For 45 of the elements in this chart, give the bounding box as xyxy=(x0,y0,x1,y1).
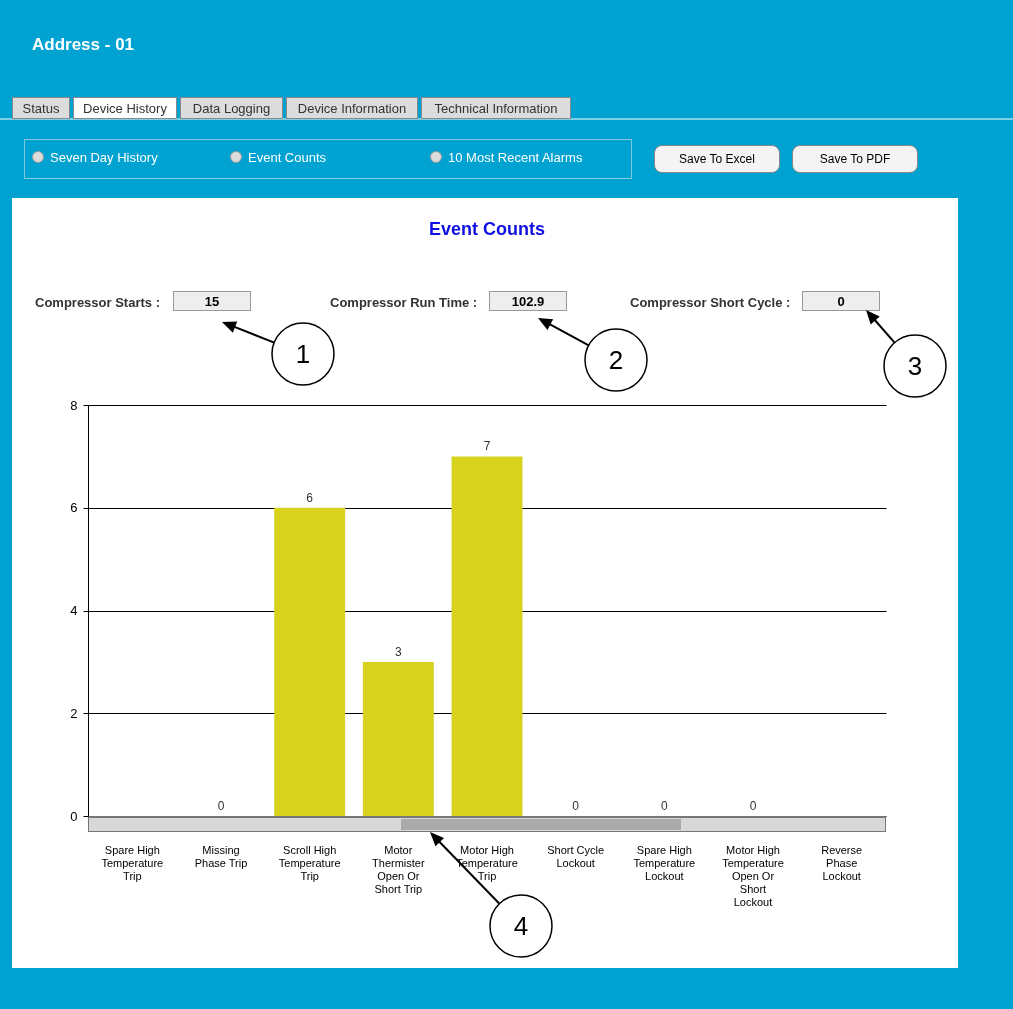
text: 3 xyxy=(907,351,923,381)
y-tick-label: 2 xyxy=(70,705,78,721)
text: 1 xyxy=(295,339,311,369)
text: Technical Information xyxy=(421,97,571,119)
text: Address - 01 xyxy=(32,35,135,55)
text: Data Logging xyxy=(180,97,283,119)
x-tick-label: Short Cycle Lockout xyxy=(547,843,605,869)
data-label: 6 xyxy=(306,490,314,505)
data-label: 0 xyxy=(217,799,225,813)
text: Compressor Run Time : xyxy=(330,295,478,310)
data-label: 0 xyxy=(749,799,757,813)
bar xyxy=(274,507,346,816)
data-label: 0 xyxy=(572,799,580,813)
x-tick-label: Scroll High Temperature Trip xyxy=(278,843,341,882)
text: 4 xyxy=(513,911,529,941)
y-tick-label: 6 xyxy=(70,500,78,516)
text: 15 xyxy=(173,291,251,311)
text: Device History xyxy=(73,97,177,119)
x-tick-label: Missing Phase Trip xyxy=(194,843,248,869)
text: Save To Excel xyxy=(654,145,780,173)
text: 0 xyxy=(802,291,880,311)
text: Compressor Starts : xyxy=(35,295,160,310)
text: Event Counts xyxy=(247,150,327,165)
text: 10 Most Recent Alarms xyxy=(447,150,583,165)
text: Status xyxy=(12,97,70,119)
data-label: 3 xyxy=(394,644,402,659)
x-tick-label: Spare High Temperature Lockout xyxy=(633,843,696,882)
text: Seven Day History xyxy=(49,150,158,165)
y-tick-label: 0 xyxy=(70,808,78,824)
x-tick-label: Reverse Phase Lockout xyxy=(821,843,863,882)
text: 2 xyxy=(608,345,624,375)
data-label: 0 xyxy=(660,799,668,813)
chart-title: Event Counts xyxy=(428,219,546,239)
bar xyxy=(362,661,434,816)
text: Device Information xyxy=(286,97,418,119)
text: Save To PDF xyxy=(792,145,918,173)
y-tick-label: 8 xyxy=(70,397,78,413)
text: Compressor Short Cycle : xyxy=(630,295,791,310)
data-label: 7 xyxy=(483,439,491,454)
text: 102.9 xyxy=(489,291,567,311)
bar xyxy=(451,456,523,816)
x-tick-label: Motor High Temperature Open Or Short Lockout xyxy=(722,843,784,908)
y-tick-label: 4 xyxy=(70,603,78,618)
x-tick-label: Spare High Temperature Trip xyxy=(101,843,164,882)
x-tick-label: Motor Thermister Open Or Short Trip xyxy=(372,843,425,895)
